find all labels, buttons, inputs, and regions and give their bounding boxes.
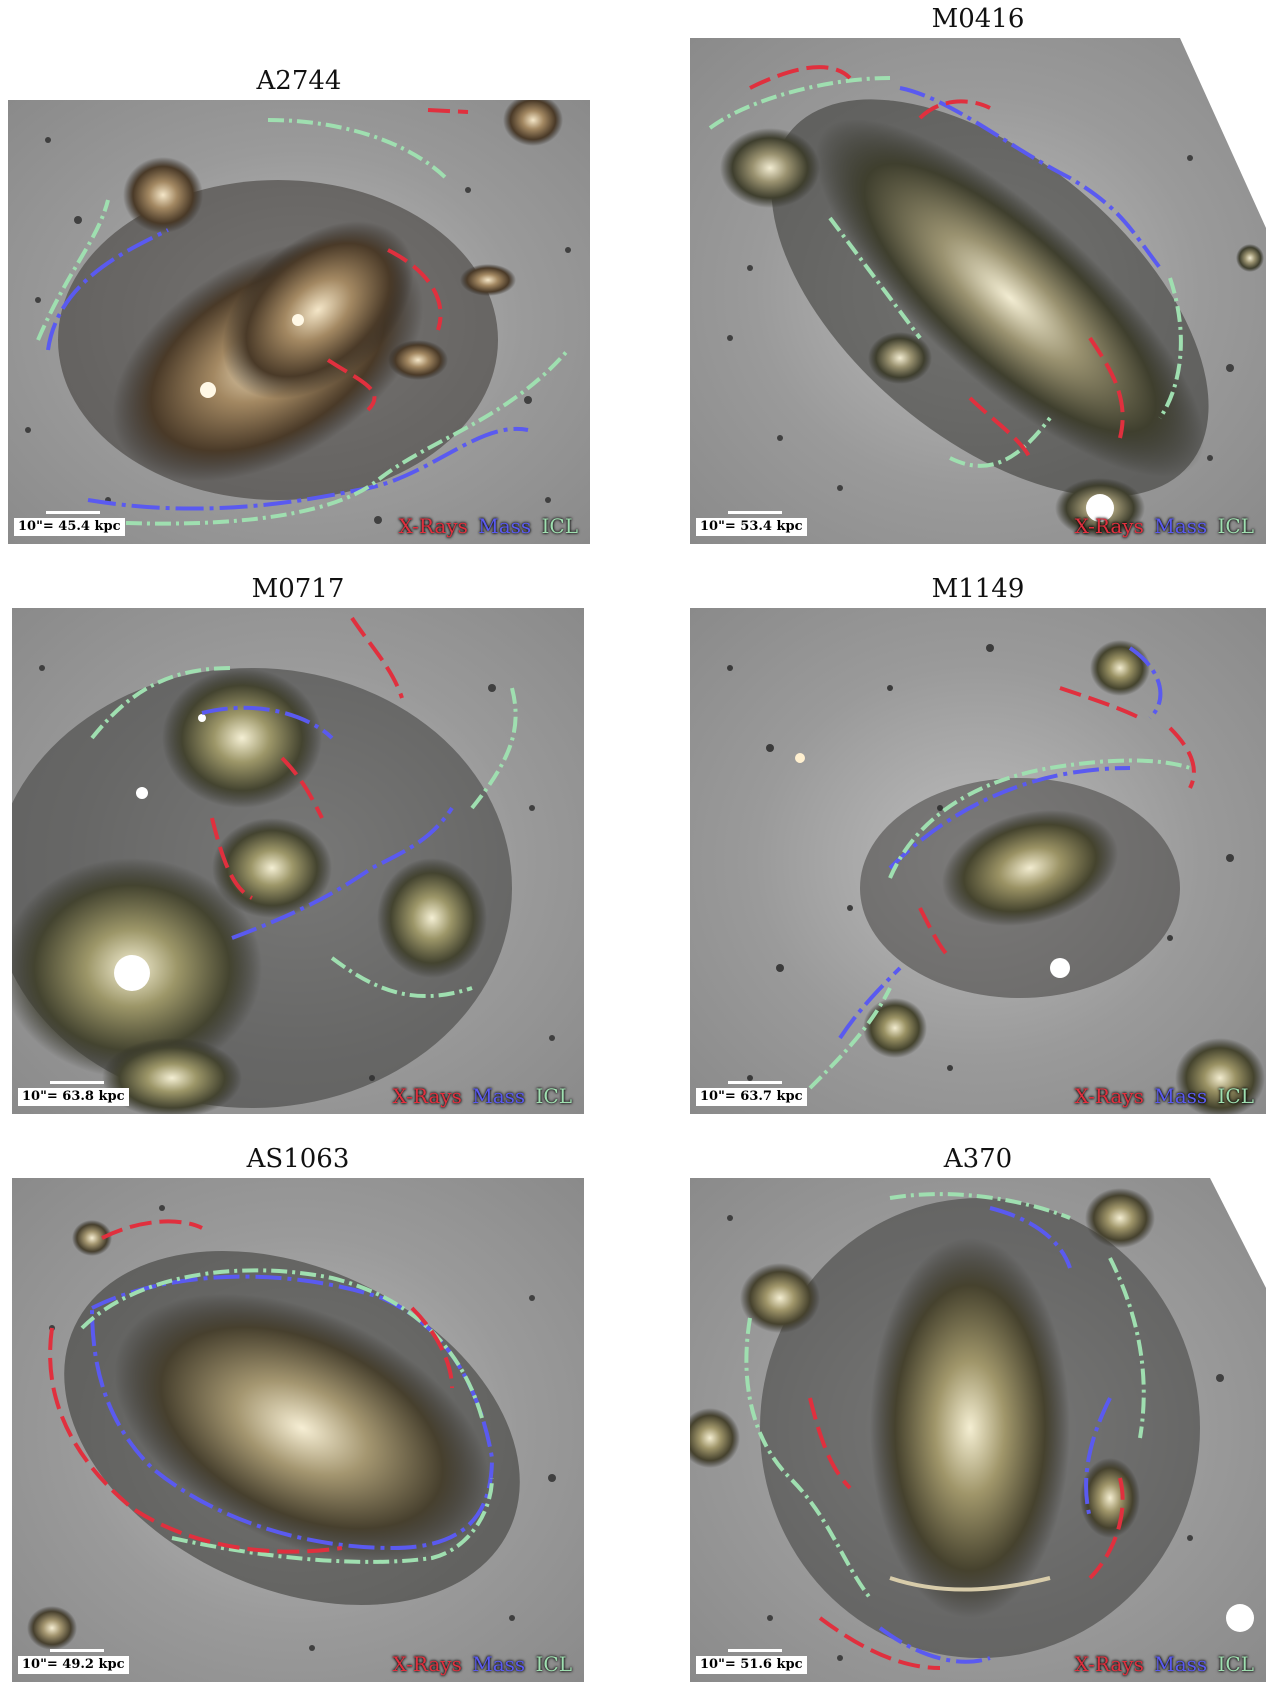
- scale-bar-line: [728, 1081, 782, 1084]
- legend: X-Rays Mass ICL: [389, 1652, 572, 1676]
- panel-a370: A370 10"= 51.6 kpc: [690, 1144, 1266, 1682]
- scale-bar-label: 10"= 63.8 kpc: [18, 1088, 130, 1106]
- scale-bar-label: 10"= 63.7 kpc: [696, 1088, 808, 1106]
- scale-bar-line: [728, 511, 782, 514]
- legend-icl: ICL: [1217, 1652, 1254, 1676]
- legend-mass: Mass: [478, 514, 532, 538]
- panel-title: M0717: [251, 574, 345, 604]
- scale-bar-line: [50, 1649, 104, 1652]
- legend-xrays: X-Rays: [1074, 514, 1144, 538]
- panel-title: A2744: [256, 66, 342, 96]
- legend: X-Rays Mass ICL: [389, 1084, 572, 1108]
- legend-mass: Mass: [472, 1084, 526, 1108]
- legend-xrays: X-Rays: [398, 514, 468, 538]
- legend: X-Rays Mass ICL: [395, 514, 578, 538]
- panel-m0416: M0416 10"= 53.4 kpc: [690, 4, 1266, 544]
- panel-title: M0416: [931, 4, 1025, 34]
- panel-a2744: A2744 10"= 45.4 kpc X-Ra: [8, 66, 590, 544]
- scale-bar-line: [46, 511, 100, 514]
- legend-xrays: X-Rays: [392, 1084, 462, 1108]
- panel-title: A370: [943, 1144, 1013, 1174]
- legend-icl: ICL: [1217, 1084, 1254, 1108]
- legend: X-Rays Mass ICL: [1071, 1652, 1254, 1676]
- cluster-image: 10"= 63.8 kpc X-Rays Mass ICL: [12, 608, 584, 1114]
- panel-title: AS1063: [246, 1144, 350, 1174]
- cluster-image: 10"= 51.6 kpc X-Rays Mass ICL: [690, 1178, 1266, 1682]
- legend: X-Rays Mass ICL: [1071, 514, 1254, 538]
- scale-bar-label: 10"= 49.2 kpc: [18, 1656, 130, 1674]
- legend-icl: ICL: [541, 514, 578, 538]
- panel-title: M1149: [931, 574, 1025, 604]
- legend-icl: ICL: [1217, 514, 1254, 538]
- cluster-image: 10"= 63.7 kpc X-Rays Mass ICL: [690, 608, 1266, 1114]
- panel-as1063: AS1063 10"= 49.2 kpc X-Rays Mass ICL: [12, 1144, 584, 1682]
- cluster-image: 10"= 53.4 kpc X-Rays Mass ICL: [690, 38, 1266, 544]
- scale-bar-label: 10"= 53.4 kpc: [696, 518, 808, 536]
- scale-bar-line: [50, 1081, 104, 1084]
- legend-mass: Mass: [1154, 1084, 1208, 1108]
- legend-xrays: X-Rays: [1074, 1652, 1144, 1676]
- legend-mass: Mass: [1154, 514, 1208, 538]
- legend-xrays: X-Rays: [1074, 1084, 1144, 1108]
- legend-icl: ICL: [535, 1652, 572, 1676]
- cluster-image: 10"= 49.2 kpc X-Rays Mass ICL: [12, 1178, 584, 1682]
- legend-mass: Mass: [1154, 1652, 1208, 1676]
- panel-m1149: M1149 10"= 63.7 kpc X-Rays: [690, 574, 1266, 1114]
- scale-bar-line: [728, 1649, 782, 1652]
- legend-mass: Mass: [472, 1652, 526, 1676]
- legend-xrays: X-Rays: [392, 1652, 462, 1676]
- scale-bar-label: 10"= 45.4 kpc: [14, 518, 126, 536]
- legend: X-Rays Mass ICL: [1071, 1084, 1254, 1108]
- panel-m0717: M0717 10"= 63.8 kpc X-Ra: [12, 574, 584, 1114]
- legend-icl: ICL: [535, 1084, 572, 1108]
- cluster-image: 10"= 45.4 kpc X-Rays Mass ICL: [8, 100, 590, 544]
- scale-bar-label: 10"= 51.6 kpc: [696, 1656, 808, 1674]
